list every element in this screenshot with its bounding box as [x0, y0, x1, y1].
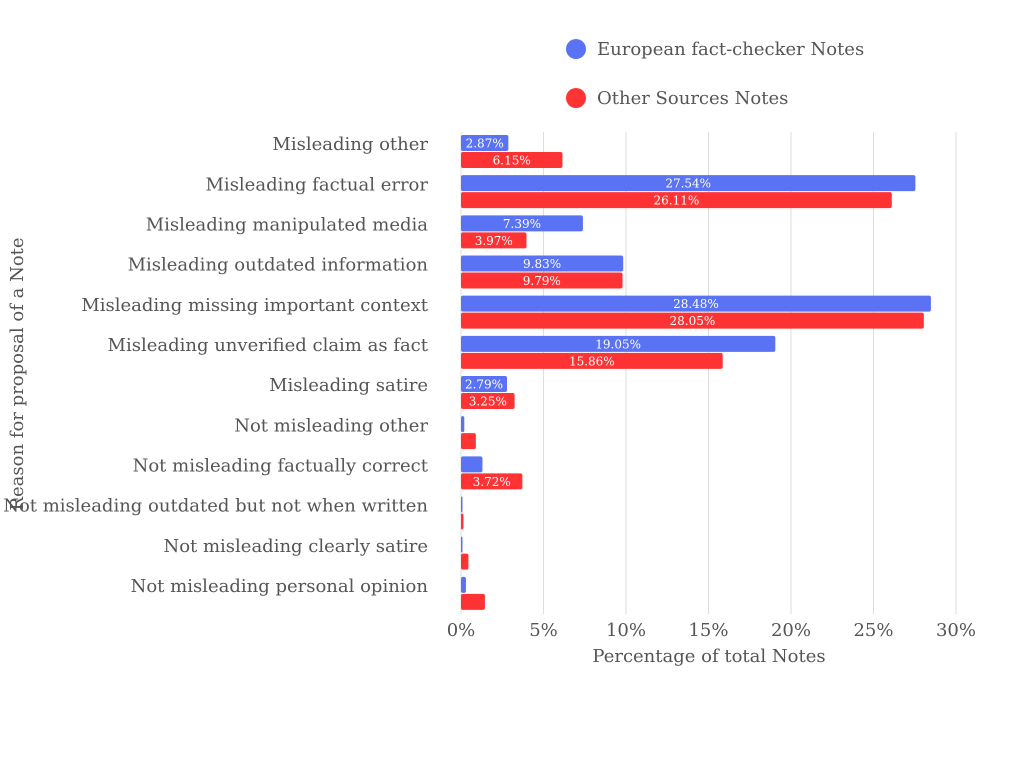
legend: European fact-checker Notes Other Sources… [566, 39, 864, 109]
x-tick-label: 5% [529, 620, 558, 641]
bar-european-fact-checker [461, 456, 483, 473]
legend-marker [566, 39, 586, 59]
bars: 2.87% 6.15% 27.54% 26.11% 7.39% 3.97% 9.83% 9.7… [461, 135, 931, 610]
bar-data-label: 19.05% [595, 337, 641, 351]
bar-other-sources [461, 473, 523, 490]
bar-data-label: 26.11% [654, 194, 700, 208]
bar-data-label: 3.72% [473, 475, 511, 489]
bar-data-label: 2.87% [466, 137, 504, 151]
grid-lines [460, 132, 957, 614]
bar-european-fact-checker [461, 135, 509, 151]
bar-european-fact-checker [461, 576, 466, 593]
bar-other-sources [461, 513, 464, 530]
x-tick-labels: 0% 5% 10% 15% 20% 25% 30% [447, 620, 976, 641]
bar-data-label: 3.97% [475, 234, 513, 248]
bar-other-sources [461, 352, 723, 369]
x-tick-label: 10% [606, 620, 646, 641]
bar-european-fact-checker [461, 536, 463, 553]
bar-data-label: 28.48% [673, 297, 719, 311]
x-tick-label: 0% [447, 620, 476, 641]
bar-data-label: 6.15% [493, 154, 531, 168]
bar-data-label: 9.79% [523, 274, 561, 288]
bar-other-sources [461, 593, 485, 610]
bar-data-label: 28.05% [670, 314, 716, 328]
x-axis-label: Percentage of total Notes [592, 646, 825, 667]
bar-data-label: 3.25% [469, 395, 507, 409]
bar-european-fact-checker [461, 175, 916, 192]
bar-data-label: 9.83% [523, 257, 561, 271]
bar-european-fact-checker [461, 255, 624, 272]
bar-european-fact-checker [461, 335, 776, 352]
category-labels: Misleading other Misleading factual error… [3, 134, 429, 597]
x-tick-label: 30% [936, 620, 976, 641]
bar-data-label: 15.86% [569, 354, 615, 368]
bar-other-sources [461, 272, 623, 289]
bar-other-sources [461, 152, 563, 168]
bar-data-label: 2.79% [465, 378, 503, 392]
legend-label: Other Sources Notes [597, 88, 788, 109]
category-label: Misleading missing important context [81, 295, 428, 316]
legend-label: European fact-checker Notes [597, 39, 864, 60]
bar-european-fact-checker [461, 496, 463, 513]
x-tick-label: 15% [688, 620, 728, 641]
category-label: Not misleading outdated but not when wri… [3, 496, 428, 517]
category-label: Not misleading clearly satire [163, 536, 428, 557]
category-label: Misleading outdated information [128, 255, 429, 276]
bar-other-sources [461, 312, 924, 329]
bar-european-fact-checker [461, 295, 931, 312]
category-label: Not misleading other [234, 415, 428, 436]
legend-marker [566, 88, 586, 108]
category-label: Misleading satire [269, 375, 428, 396]
x-tick-label: 20% [771, 620, 811, 641]
bar-data-label: 27.54% [665, 177, 711, 191]
bar-other-sources [461, 393, 515, 409]
category-label: Misleading unverified claim as fact [108, 335, 429, 356]
y-axis-label: Reason for proposal of a Note [7, 237, 28, 510]
bar-other-sources [461, 553, 469, 570]
category-label: Not misleading factually correct [133, 455, 429, 476]
category-label: Misleading factual error [206, 174, 429, 195]
bar-european-fact-checker [461, 215, 583, 232]
category-label: Misleading other [272, 134, 428, 155]
bar-other-sources [461, 433, 476, 450]
bar-other-sources [461, 192, 892, 209]
bar-european-fact-checker [461, 376, 508, 392]
bar-other-sources [461, 232, 527, 249]
bar-data-label: 7.39% [503, 217, 541, 231]
category-label: Misleading manipulated media [146, 214, 429, 235]
category-label: Not misleading personal opinion [131, 576, 429, 597]
x-tick-label: 25% [853, 620, 893, 641]
bar-european-fact-checker [461, 416, 465, 433]
